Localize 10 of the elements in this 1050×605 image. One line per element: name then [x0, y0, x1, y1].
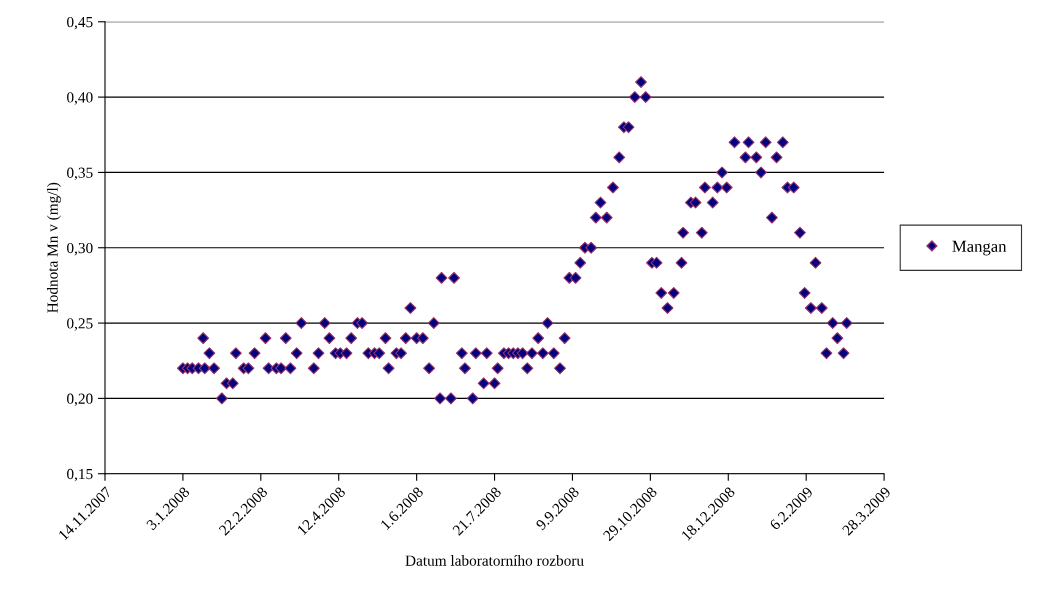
y-tick-label: 0,25: [67, 318, 93, 331]
y-tick-label: 0,35: [67, 167, 93, 181]
x-axis-title: Datum laboratorního rozboru: [405, 555, 584, 566]
y-tick-label: 0,40: [67, 92, 93, 105]
y-tick-label: 0,45: [67, 16, 93, 30]
y-axis-title: Hodnota Mn v (mg/l): [47, 182, 61, 313]
y-tick-label: 0,20: [67, 393, 93, 407]
legend-label: Mangan: [952, 240, 1007, 256]
y-tick-label: 0,30: [67, 242, 93, 256]
y-tick-label: 0,15: [67, 468, 93, 482]
